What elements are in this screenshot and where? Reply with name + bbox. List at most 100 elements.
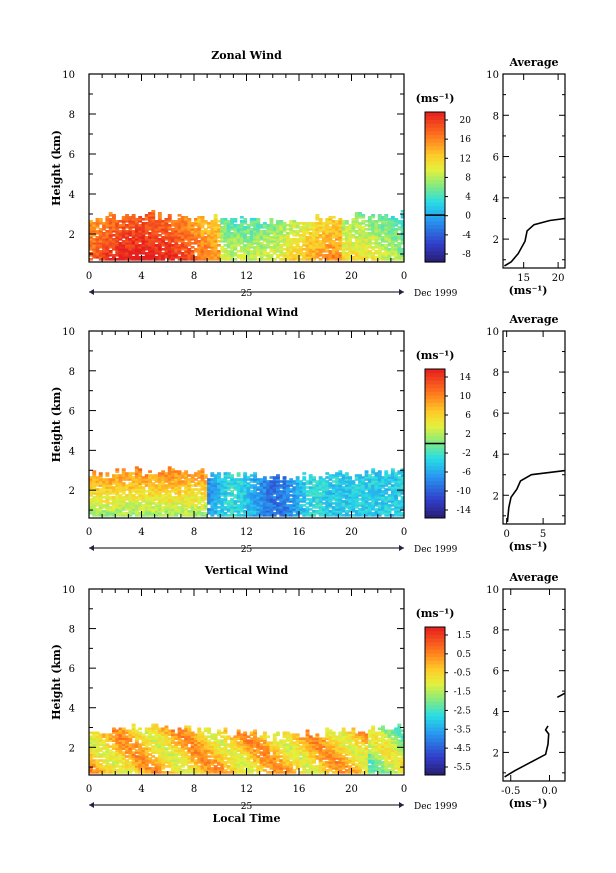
- heatmap-cell: [105, 500, 110, 503]
- heatmap-cell: [210, 236, 215, 239]
- heatmap-cell: [98, 498, 103, 501]
- heatmap-cell: [203, 232, 208, 235]
- colorbar-segment: [425, 202, 445, 207]
- heatmap-cell: [197, 216, 202, 219]
- heatmap-cell: [400, 258, 405, 261]
- heatmap-cell: [253, 220, 257, 223]
- heatmap-cell: [328, 246, 333, 249]
- heatmap-cell: [292, 490, 297, 493]
- heatmap-cell: [331, 248, 336, 251]
- heatmap-cell: [354, 478, 359, 481]
- heatmap-cell: [374, 480, 379, 483]
- heatmap-cell: [164, 747, 169, 750]
- heatmap-cell: [194, 755, 198, 758]
- heatmap-cell: [312, 228, 316, 231]
- heatmap-cell: [348, 478, 353, 481]
- heatmap-cell: [308, 508, 313, 511]
- heatmap-cell: [121, 478, 126, 481]
- heatmap-cell: [131, 238, 136, 241]
- heatmap-cell: [299, 486, 303, 489]
- heatmap-cell: [220, 492, 225, 495]
- heatmap-cell: [89, 747, 93, 750]
- heatmap-cell: [354, 502, 359, 505]
- heatmap-cell: [177, 494, 182, 497]
- heatmap-cell: [200, 474, 205, 477]
- heatmap-cell: [89, 234, 93, 237]
- heatmap-cell: [259, 512, 264, 515]
- heatmap-cell: [121, 256, 126, 259]
- heatmap-cell: [266, 236, 271, 239]
- heatmap-cell: [187, 510, 192, 513]
- heatmap-cell: [151, 486, 156, 489]
- heatmap-cell: [128, 747, 133, 750]
- heatmap-cell: [105, 733, 110, 736]
- heatmap-cell: [154, 496, 159, 499]
- heatmap-cell: [164, 743, 169, 746]
- heatmap-cell: [259, 252, 264, 255]
- heatmap-cell: [243, 502, 248, 505]
- heatmap-cell: [367, 220, 372, 223]
- heatmap-cell: [292, 494, 297, 497]
- heatmap-cell: [210, 480, 215, 483]
- heatmap-cell: [220, 228, 225, 231]
- heatmap-cell: [141, 222, 146, 225]
- heatmap-cell: [371, 502, 376, 505]
- heatmap-cell: [348, 258, 353, 261]
- heatmap-cell: [354, 254, 359, 257]
- heatmap-cell: [230, 759, 234, 762]
- heatmap-cell: [358, 510, 362, 513]
- heatmap-cell: [384, 226, 389, 229]
- heatmap-cell: [305, 512, 310, 515]
- heatmap-cell: [98, 743, 103, 746]
- average-y-tick-label: 4: [493, 450, 499, 461]
- heatmap-cell: [348, 248, 353, 251]
- heatmap-cell: [184, 482, 189, 485]
- heatmap-cell: [364, 474, 369, 477]
- heatmap-cell: [98, 504, 103, 507]
- heatmap-cell: [138, 238, 143, 241]
- heatmap-cell: [164, 248, 169, 251]
- heatmap-cell: [98, 472, 103, 475]
- heatmap-cell: [233, 238, 238, 241]
- heatmap-cell: [174, 478, 179, 481]
- heatmap-cell: [289, 252, 294, 255]
- heatmap-cell: [115, 242, 120, 245]
- heatmap-cell: [141, 488, 146, 491]
- heatmap-cell: [115, 488, 120, 491]
- heatmap-cell: [187, 498, 192, 501]
- heatmap-cell: [148, 494, 152, 497]
- heatmap-cell: [285, 496, 290, 499]
- heatmap-cell: [200, 747, 205, 750]
- heatmap-cell: [243, 246, 248, 249]
- heatmap-cell: [295, 504, 300, 507]
- heatmap-cell: [243, 731, 248, 735]
- heatmap-cell: [102, 240, 106, 243]
- heatmap-cell: [233, 234, 238, 237]
- heatmap-cell: [253, 486, 257, 489]
- colorbar-segment: [425, 410, 445, 415]
- heatmap-cell: [364, 494, 369, 497]
- heatmap-cell: [282, 242, 287, 245]
- heatmap-cell: [276, 230, 280, 233]
- heatmap-cell: [292, 246, 297, 249]
- heatmap-cell: [89, 248, 93, 251]
- heatmap-cell: [318, 220, 323, 223]
- heatmap-cell: [203, 256, 208, 259]
- heatmap-cell: [249, 500, 254, 503]
- heatmap-cell: [236, 490, 241, 493]
- heatmap-cell: [256, 492, 261, 495]
- heatmap-cell: [200, 749, 205, 752]
- heatmap-cell: [253, 514, 257, 517]
- heatmap-cell: [121, 759, 126, 762]
- heatmap-cell: [377, 490, 382, 493]
- heatmap-cell: [161, 486, 166, 489]
- heatmap-cell: [269, 506, 274, 509]
- heatmap-cell: [157, 500, 162, 503]
- heatmap-cell: [174, 735, 179, 738]
- heatmap-cell: [194, 769, 198, 772]
- heatmap-cell: [377, 506, 382, 509]
- heatmap-cell: [105, 504, 110, 507]
- heatmap-cell: [394, 244, 399, 247]
- heatmap-cell: [308, 250, 313, 253]
- heatmap-cell: [210, 494, 215, 497]
